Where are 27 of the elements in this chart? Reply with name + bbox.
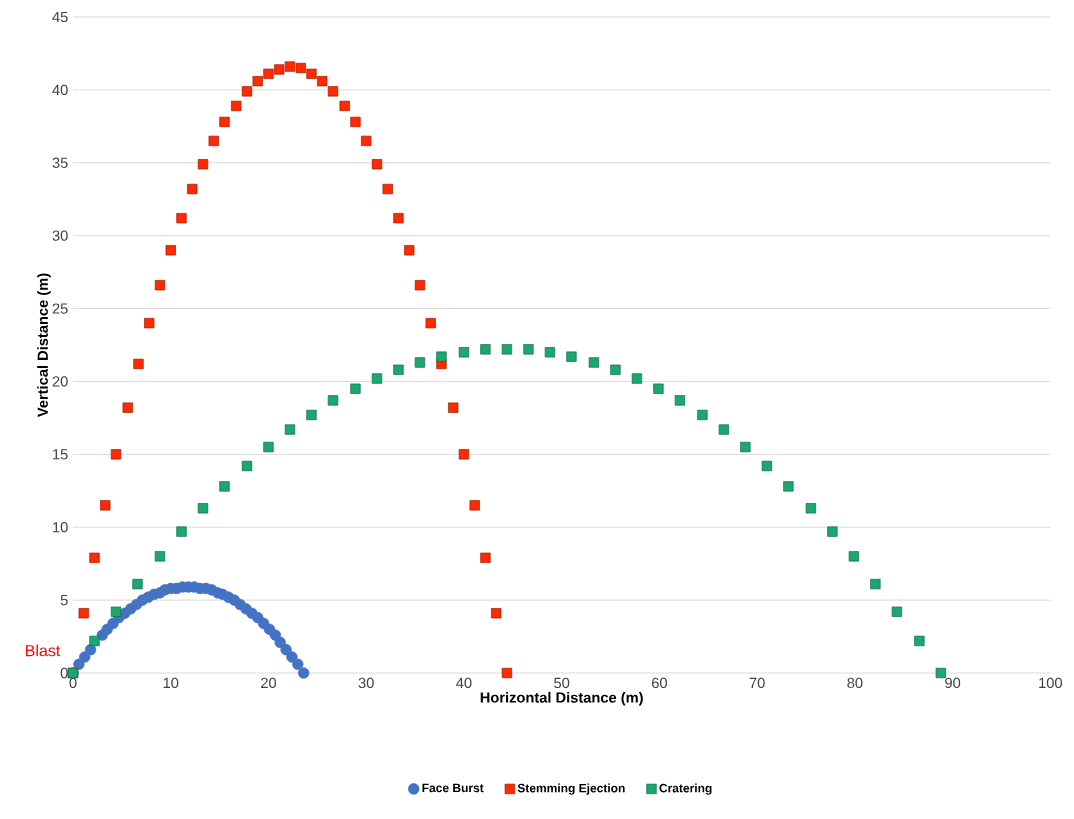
- x-tick-label: 30: [358, 677, 374, 689]
- x-tick-label: 100: [1039, 677, 1062, 689]
- y-tick-label: 40: [52, 84, 68, 96]
- x-axis-title: Horizontal Distance (m): [480, 691, 643, 706]
- y-tick-label: 35: [52, 157, 68, 168]
- y-tick-label: 30: [52, 230, 68, 241]
- y-axis-title: Vertical Distance (m): [37, 273, 51, 418]
- legend-label: Stemming Ejection: [517, 783, 625, 795]
- x-tick-label: 0: [69, 677, 77, 689]
- x-tick-label: 20: [261, 677, 277, 689]
- y-tick-label: 10: [53, 522, 68, 533]
- annotation: Blast: [26, 644, 61, 657]
- legend-label: Cratering: [659, 783, 712, 795]
- y-tick-label: 20: [52, 376, 68, 387]
- x-tick-label: 80: [847, 677, 863, 689]
- x-tick-label: 50: [554, 677, 570, 689]
- y-tick-label: 45: [52, 11, 68, 23]
- x-tick-label: 90: [945, 677, 961, 689]
- y-tick-label: 15: [53, 449, 68, 460]
- y-tick-label: 5: [60, 595, 68, 606]
- x-tick-label: 10: [163, 677, 179, 689]
- legend-label: Face Burst: [422, 783, 484, 793]
- x-tick-label: 60: [652, 677, 667, 689]
- y-tick-label: 0: [60, 667, 68, 679]
- x-tick-label: 70: [749, 677, 765, 689]
- x-tick-label: 40: [456, 677, 472, 689]
- y-tick-label: 25: [52, 303, 68, 314]
